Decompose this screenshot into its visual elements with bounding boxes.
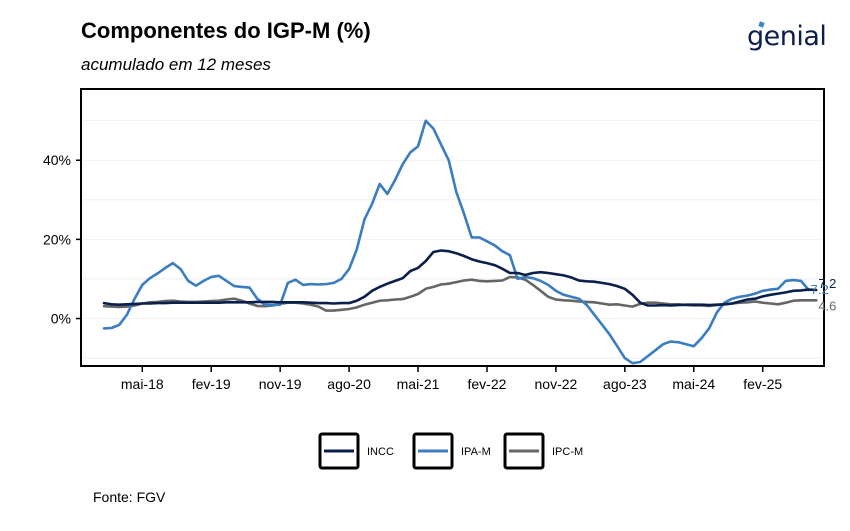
chart-subtitle: acumulado em 12 meses [81,55,271,74]
legend-label: IPC-M [552,446,583,458]
x-tick-label: mai-24 [672,376,715,392]
end-label-ipc-m: 4.6 [818,298,836,313]
x-tick-label: fev-25 [743,376,782,392]
legend: INCC IPA-M IPC-M [318,432,583,470]
source-note: Fonte: FGV [93,489,166,505]
series-line-incc [102,249,818,307]
x-axis: mai-18 fev-19 nov-19 ago-20 mai-21 fev-22 nov-… [121,366,782,392]
x-tick-label: mai-21 [397,376,440,392]
series-line-ipa-m [102,119,811,365]
y-tick-label: 0% [51,311,71,327]
end-label-incc: 7.2 [818,276,836,291]
chart-title: Componentes do IGP-M (%) [81,18,371,43]
x-tick-label: fev-22 [468,376,507,392]
end-labels: 7.27.24.6 [811,276,837,313]
end-label-ipa-m: 7.2 [811,282,829,297]
x-tick-label: fev-19 [192,376,231,392]
x-tick-label: nov-19 [259,376,302,392]
x-tick-label: ago-23 [603,376,647,392]
y-tick-label: 40% [43,152,71,168]
legend-label: INCC [367,446,394,458]
x-tick-label: nov-22 [535,376,578,392]
x-tick-label: mai-18 [121,376,164,392]
legend-label: IPA-M [461,446,491,458]
y-axis: 0% 20% 40% [43,152,81,327]
x-tick-label: ago-20 [327,376,371,392]
plot-panel [80,88,825,367]
y-tick-label: 20% [43,231,71,247]
series-lines [102,119,818,365]
